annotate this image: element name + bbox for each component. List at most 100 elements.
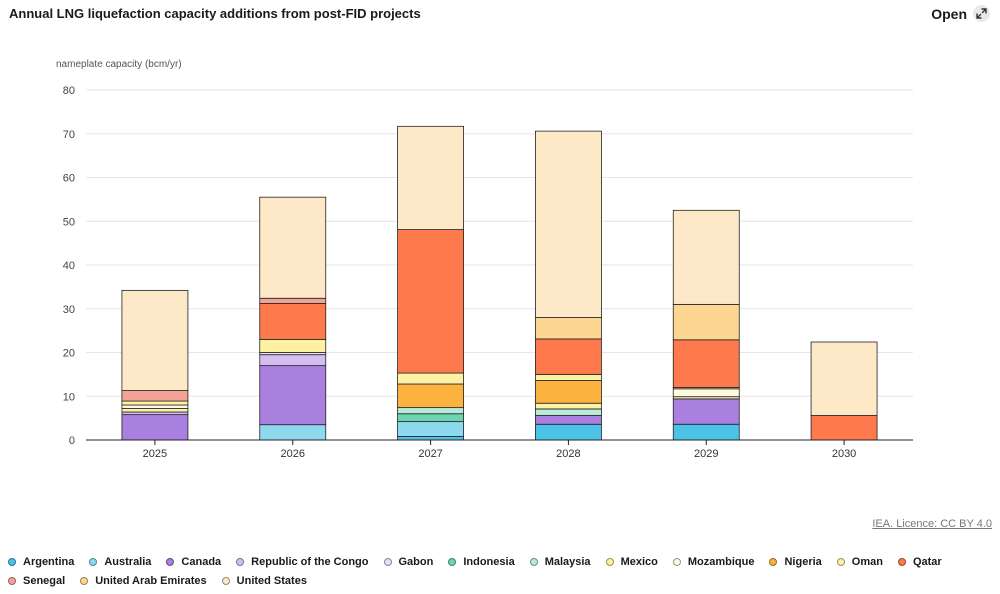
bar-segment-mozambique[interactable] bbox=[121, 404, 189, 409]
chart-title: Annual LNG liquefaction capacity additio… bbox=[9, 6, 421, 21]
legend-item-mozambique[interactable]: Mozambique bbox=[672, 556, 755, 568]
bar-segment-australia[interactable] bbox=[259, 424, 327, 441]
bar-stack-2029[interactable] bbox=[672, 209, 740, 441]
bar-segment-argentina[interactable] bbox=[672, 423, 740, 441]
legend-item-canada[interactable]: Canada bbox=[166, 556, 221, 568]
bar-segment-united-states[interactable] bbox=[397, 125, 464, 230]
bar-segment-oman[interactable] bbox=[121, 400, 189, 406]
legend-label: Oman bbox=[851, 556, 883, 568]
bar-segment-canada[interactable] bbox=[121, 414, 189, 441]
y-tick-label: 60 bbox=[63, 173, 75, 185]
stacked-bar-chart: nameplate capacity (bcm/yr) 010203040506… bbox=[56, 59, 913, 460]
bar-segment-mexico[interactable] bbox=[121, 408, 189, 413]
y-tick-label: 20 bbox=[63, 348, 75, 360]
bar-segment-qatar[interactable] bbox=[397, 229, 464, 374]
legend-swatch bbox=[166, 558, 175, 566]
legend-item-united-arab-emirates[interactable]: United Arab Emirates bbox=[80, 575, 207, 587]
legend-item-nigeria[interactable]: Nigeria bbox=[769, 556, 822, 568]
legend-swatch bbox=[448, 558, 457, 566]
bar-segment-united-states[interactable] bbox=[121, 289, 189, 391]
expand-icon bbox=[973, 5, 990, 22]
bar-segment-qatar[interactable] bbox=[810, 415, 878, 441]
legend-item-united-states[interactable]: United States bbox=[221, 575, 307, 587]
open-label: Open bbox=[931, 5, 967, 22]
bar-segment-canada[interactable] bbox=[672, 398, 740, 425]
legend-item-mexico[interactable]: Mexico bbox=[605, 556, 658, 568]
legend-item-malaysia[interactable]: Malaysia bbox=[529, 556, 591, 568]
legend-label: Canada bbox=[181, 556, 222, 568]
y-tick-label: 10 bbox=[63, 391, 75, 403]
bar-segment-oman[interactable] bbox=[535, 373, 602, 381]
x-tick-label: 2027 bbox=[418, 448, 442, 460]
y-tick-label: 30 bbox=[63, 304, 75, 316]
bar-stack-2027[interactable] bbox=[397, 125, 464, 441]
legend-label: United Arab Emirates bbox=[95, 575, 207, 587]
legend-item-oman[interactable]: Oman bbox=[836, 556, 883, 568]
bar-segment-argentina[interactable] bbox=[397, 436, 464, 441]
legend-item-qatar[interactable]: Qatar bbox=[897, 556, 942, 568]
bar-segment-qatar[interactable] bbox=[535, 338, 602, 375]
bar-segment-canada[interactable] bbox=[535, 415, 602, 425]
legend-swatch bbox=[8, 577, 16, 585]
legend-label: Mozambique bbox=[687, 556, 755, 568]
bar-stack-2026[interactable] bbox=[259, 196, 327, 441]
legend-item-gabon[interactable]: Gabon bbox=[383, 556, 434, 568]
legend-label: Indonesia bbox=[463, 556, 515, 568]
x-tick-label: 2026 bbox=[281, 448, 305, 460]
bar-segment-malaysia[interactable] bbox=[397, 407, 464, 415]
legend-label: Nigeria bbox=[784, 556, 822, 568]
bar-segment-senegal[interactable] bbox=[121, 390, 189, 402]
legend-swatch bbox=[529, 558, 538, 566]
bar-segment-nigeria[interactable] bbox=[397, 383, 464, 409]
bar-stack-2030[interactable] bbox=[810, 341, 878, 441]
legend-item-indonesia[interactable]: Indonesia bbox=[448, 556, 515, 568]
legend-label: Australia bbox=[104, 556, 152, 568]
bar-segment-united-arab-emirates[interactable] bbox=[672, 303, 740, 341]
bar-segment-oman[interactable] bbox=[259, 338, 327, 353]
legend-item-republic-of-the-congo[interactable]: Republic of the Congo bbox=[236, 556, 369, 568]
bar-segment-malaysia[interactable] bbox=[535, 408, 602, 416]
y-tick-label: 70 bbox=[63, 129, 75, 141]
bar-segment-united-arab-emirates[interactable] bbox=[535, 317, 602, 340]
bar-segment-mexico[interactable] bbox=[535, 402, 602, 410]
bar-segment-qatar[interactable] bbox=[672, 339, 740, 388]
bar-segment-oman[interactable] bbox=[397, 372, 464, 385]
x-tick-label: 2028 bbox=[556, 448, 580, 460]
x-tick-label: 2029 bbox=[694, 448, 718, 460]
legend-label: Malaysia bbox=[544, 556, 591, 568]
bar-segment-australia[interactable] bbox=[397, 421, 464, 437]
bar-segment-united-states[interactable] bbox=[259, 196, 327, 299]
bar-segment-indonesia[interactable] bbox=[397, 413, 464, 423]
bar-segment-mozambique[interactable] bbox=[672, 388, 740, 398]
x-tick-label: 2025 bbox=[143, 448, 167, 460]
bar-segment-united-states[interactable] bbox=[535, 130, 602, 318]
bar-segment-united-states[interactable] bbox=[810, 341, 878, 416]
bar-segment-argentina[interactable] bbox=[535, 423, 602, 441]
open-button[interactable]: Open bbox=[931, 5, 990, 22]
legend-swatch bbox=[672, 558, 681, 566]
bar-segment-republic-of-the-congo[interactable] bbox=[259, 354, 327, 367]
legend-item-senegal[interactable]: Senegal bbox=[8, 575, 65, 587]
legend-swatch bbox=[836, 558, 845, 566]
legend-swatch bbox=[236, 558, 245, 566]
legend-swatch bbox=[769, 558, 778, 566]
legend-label: Mexico bbox=[620, 556, 658, 568]
legend-item-australia[interactable]: Australia bbox=[89, 556, 151, 568]
legend-label: Gabon bbox=[398, 556, 434, 568]
bar-segment-nigeria[interactable] bbox=[535, 380, 602, 404]
bar-stack-2025[interactable] bbox=[121, 289, 189, 441]
legend-swatch bbox=[605, 558, 614, 566]
bar-segment-united-states[interactable] bbox=[672, 209, 740, 305]
bar-segment-canada[interactable] bbox=[259, 365, 327, 426]
legend-label: Qatar bbox=[912, 556, 942, 568]
y-tick-label: 40 bbox=[63, 260, 75, 272]
legend-label: Argentina bbox=[23, 556, 75, 568]
y-tick-label: 50 bbox=[63, 216, 75, 228]
legend-swatch bbox=[383, 558, 392, 566]
bar-stack-2028[interactable] bbox=[535, 130, 602, 441]
source-link[interactable]: IEA. Licence: CC BY 4.0 bbox=[872, 518, 992, 530]
bar-segment-senegal[interactable] bbox=[259, 297, 327, 304]
legend-item-argentina[interactable]: Argentina bbox=[8, 556, 74, 568]
y-axis-label: nameplate capacity (bcm/yr) bbox=[56, 59, 182, 70]
bar-segment-qatar[interactable] bbox=[259, 303, 327, 340]
